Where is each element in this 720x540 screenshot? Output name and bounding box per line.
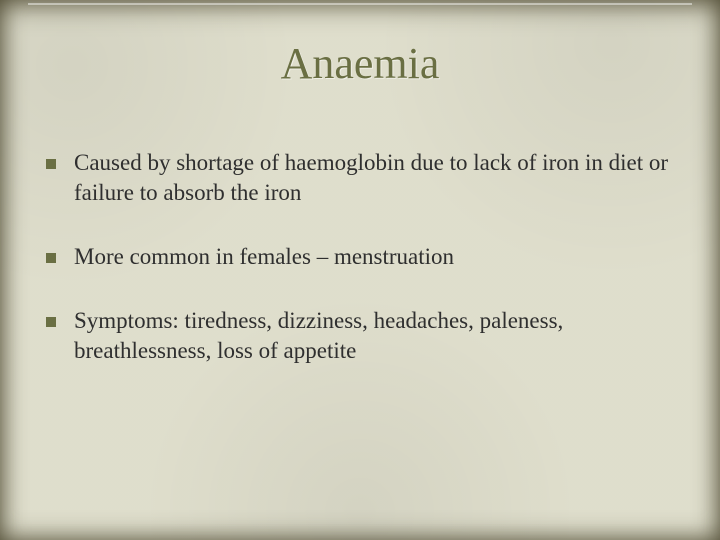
slide-body: Caused by shortage of haemoglobin due to… [46, 148, 684, 399]
slide-title: Anaemia [0, 38, 720, 89]
slide: Anaemia Caused by shortage of haemoglobi… [0, 0, 720, 540]
list-item-text: Symptoms: tiredness, dizziness, headache… [74, 306, 684, 366]
bullet-icon [46, 253, 56, 263]
list-item: More common in females – menstruation [46, 242, 684, 272]
list-item: Caused by shortage of haemoglobin due to… [46, 148, 684, 208]
list-item-text: Caused by shortage of haemoglobin due to… [74, 148, 684, 208]
bullet-icon [46, 317, 56, 327]
bullet-icon [46, 159, 56, 169]
list-item: Symptoms: tiredness, dizziness, headache… [46, 306, 684, 366]
list-item-text: More common in females – menstruation [74, 242, 684, 272]
